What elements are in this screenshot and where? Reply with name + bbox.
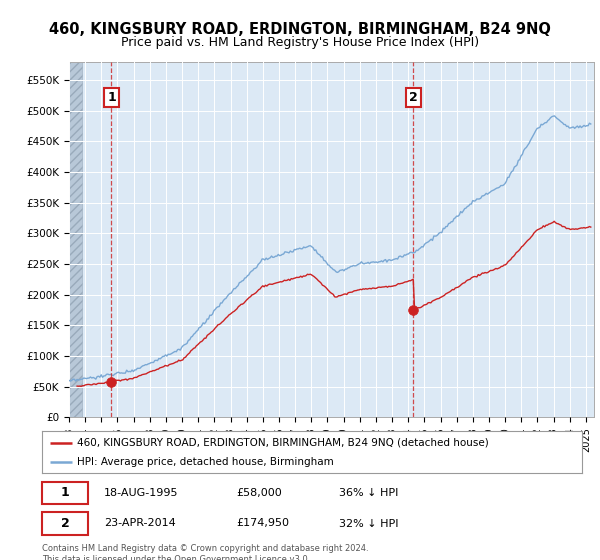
Text: 460, KINGSBURY ROAD, ERDINGTON, BIRMINGHAM, B24 9NQ: 460, KINGSBURY ROAD, ERDINGTON, BIRMINGH… [49, 22, 551, 38]
Text: 2: 2 [409, 91, 418, 104]
Text: 2: 2 [61, 517, 70, 530]
Text: 36% ↓ HPI: 36% ↓ HPI [339, 488, 398, 498]
FancyBboxPatch shape [42, 512, 88, 535]
Text: 460, KINGSBURY ROAD, ERDINGTON, BIRMINGHAM, B24 9NQ (detached house): 460, KINGSBURY ROAD, ERDINGTON, BIRMINGH… [77, 437, 489, 447]
Text: 1: 1 [61, 487, 70, 500]
Text: 18-AUG-1995: 18-AUG-1995 [104, 488, 179, 498]
Text: £174,950: £174,950 [236, 519, 289, 529]
Text: £58,000: £58,000 [236, 488, 282, 498]
Text: 23-APR-2014: 23-APR-2014 [104, 519, 176, 529]
Text: 32% ↓ HPI: 32% ↓ HPI [339, 519, 398, 529]
Text: HPI: Average price, detached house, Birmingham: HPI: Average price, detached house, Birm… [77, 457, 334, 467]
Text: Contains HM Land Registry data © Crown copyright and database right 2024.
This d: Contains HM Land Registry data © Crown c… [42, 544, 368, 560]
Text: 1: 1 [107, 91, 116, 104]
Text: Price paid vs. HM Land Registry's House Price Index (HPI): Price paid vs. HM Land Registry's House … [121, 36, 479, 49]
FancyBboxPatch shape [42, 482, 88, 504]
